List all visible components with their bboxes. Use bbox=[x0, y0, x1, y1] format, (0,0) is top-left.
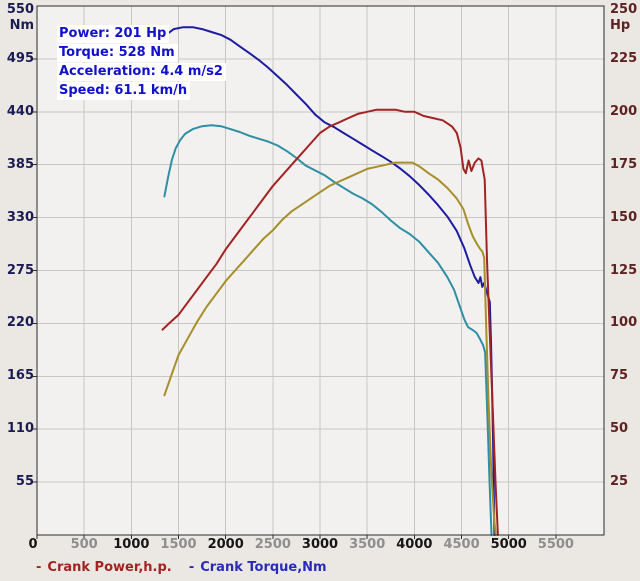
y-right-tick-label: 100 bbox=[610, 315, 638, 331]
y-left-tick-label: 55 bbox=[15, 474, 34, 490]
y-left-tick-label: 385 bbox=[6, 156, 34, 172]
y-right-tick-label: 50 bbox=[610, 421, 629, 437]
y-left-tick-label: 550 bbox=[6, 2, 34, 17]
curve-crank_torque bbox=[161, 26, 496, 536]
y-left-tick-label: 220 bbox=[6, 315, 34, 331]
x-tick-label: 1000 bbox=[113, 537, 150, 552]
y-right-tick-label: 75 bbox=[610, 368, 629, 384]
y-left-tick-label: 330 bbox=[6, 209, 34, 225]
curve-power_secondary bbox=[163, 161, 497, 536]
y-left-tick-label: 440 bbox=[6, 103, 34, 119]
y-right-axis-unit: Hp bbox=[610, 18, 631, 33]
y-left-tick-label: 165 bbox=[6, 368, 34, 384]
y-left-tick-label: 110 bbox=[6, 421, 34, 437]
info-acceleration: Acceleration: 4.4 m/s2 bbox=[57, 63, 226, 81]
x-tick-label: 1500 bbox=[160, 537, 197, 552]
legend-label-crank-torque: Crank Torque,Nm bbox=[200, 560, 327, 575]
legend: - Crank Power,h.p. - Crank Torque,Nm bbox=[36, 556, 339, 575]
y-right-tick-label: 25 bbox=[610, 474, 629, 490]
x-tick-label: 2000 bbox=[207, 537, 244, 552]
y-right-tick-label: 225 bbox=[610, 50, 638, 66]
crank-torque-line-marker: - bbox=[188, 560, 195, 575]
legend-label-crank-power: Crank Power,h.p. bbox=[47, 560, 172, 575]
curve-crank_power bbox=[161, 108, 499, 536]
info-torque: Torque: 528 Nm bbox=[57, 44, 178, 62]
info-speed: Speed: 61.1 km/h bbox=[57, 82, 191, 100]
y-left-tick-label: 495 bbox=[6, 50, 34, 66]
x-tick-label: 5500 bbox=[537, 537, 574, 552]
legend-item-crank-power: - Crank Power,h.p. bbox=[36, 560, 172, 575]
info-overlay: Power: 201 Hp Torque: 528 Nm Acceleratio… bbox=[57, 25, 226, 101]
crank-power-line-marker: - bbox=[36, 560, 42, 575]
y-left-tick-label: 0 bbox=[28, 537, 38, 552]
x-tick-label: 3000 bbox=[301, 537, 339, 552]
x-tick-label: 3500 bbox=[349, 537, 386, 552]
y-left-tick-label: 275 bbox=[6, 262, 34, 278]
x-tick-label: 4000 bbox=[396, 537, 433, 552]
y-right-tick-label: 200 bbox=[610, 103, 638, 119]
y-right-tick-label: 125 bbox=[610, 262, 638, 278]
y-right-tick-label: 175 bbox=[610, 156, 638, 172]
curve-torque_secondary bbox=[163, 124, 493, 536]
y-right-tick-label: 250 bbox=[610, 2, 638, 17]
legend-item-crank-torque: - Crank Torque,Nm bbox=[189, 560, 327, 575]
x-tick-label: 4500 bbox=[443, 537, 480, 552]
x-tick-label: 2500 bbox=[254, 537, 291, 552]
y-right-tick-label: 150 bbox=[610, 209, 638, 225]
x-tick-label: 5000 bbox=[490, 537, 527, 552]
info-power: Power: 201 Hp bbox=[57, 25, 170, 43]
x-tick-label: 500 bbox=[70, 537, 98, 552]
y-left-axis-unit: Nm bbox=[9, 18, 34, 33]
